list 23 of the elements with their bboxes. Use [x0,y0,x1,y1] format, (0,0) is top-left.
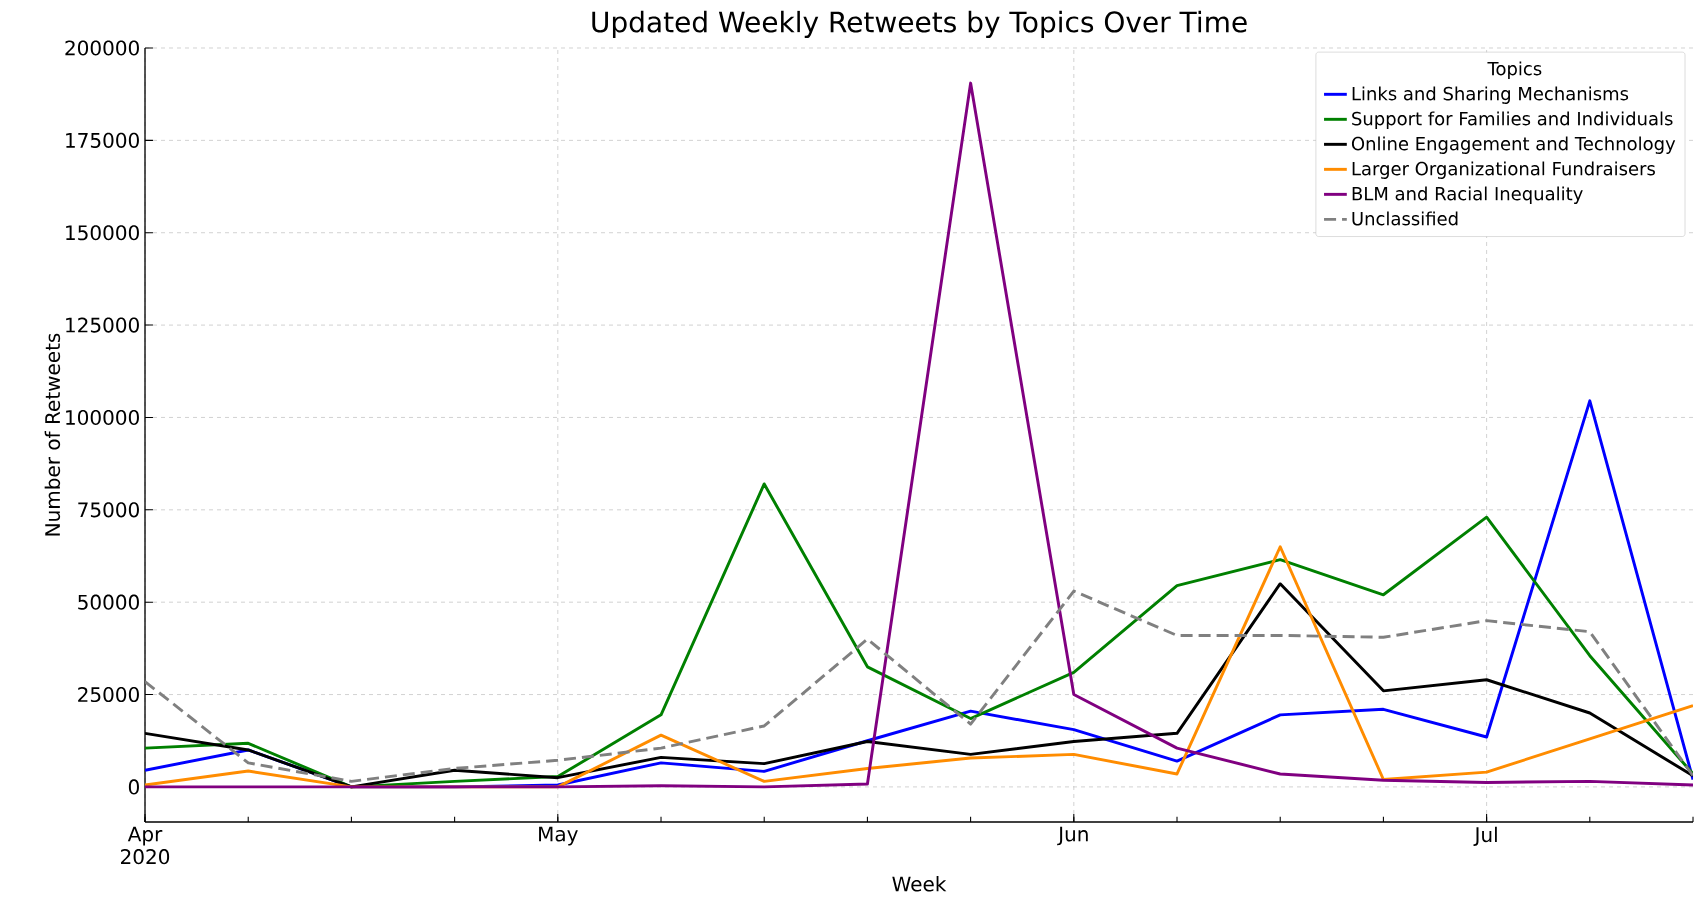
y-tick-label: 25000 [78,686,139,703]
y-tick-label: 0 [128,779,139,795]
y-tick-label: 125000 [66,317,139,333]
y-tick-label: 175000 [66,132,139,148]
legend-label: BLM and Racial Inequality [1352,186,1583,204]
legend-label: Unclassified [1352,211,1458,226]
legend-label: Support for Families and Individuals [1352,111,1673,129]
legend-label: Larger Organizational Fundraisers [1352,161,1655,179]
chart-title: Updated Weekly Retweets by Topics Over Time [592,10,1247,38]
y-tick-label: 50000 [78,594,139,610]
y-axis-title: Number of Retweets [44,333,61,536]
y-tick-label: 150000 [66,225,139,241]
legend-label: Online Engagement and Technology [1351,136,1676,154]
x-tick-label: Jun [1057,826,1088,846]
y-tick-label: 200000 [65,40,139,56]
x-tick-label: May [539,826,578,846]
x-tick-label: Jul [1473,826,1497,846]
x-axis-title: Week [892,876,947,892]
legend-label: Links and Sharing Mechanisms [1352,86,1629,104]
x-tick-label: Apr 2020 [121,826,170,865]
y-tick-label: 100000 [66,409,139,426]
y-tick-label: 75000 [78,502,139,518]
legend-title: Topics [1487,61,1542,79]
